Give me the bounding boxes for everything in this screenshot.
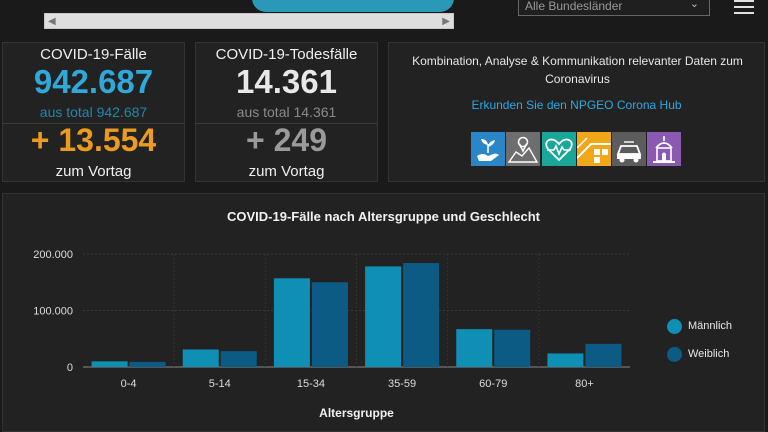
bar-female-35-59: [403, 263, 440, 367]
scroll-right-icon[interactable]: ▶: [442, 16, 450, 27]
y-tick-label: 100.000: [33, 306, 73, 318]
legend-label-female: Weiblich: [688, 348, 730, 360]
bar-male-80+: [547, 353, 584, 367]
chevron-down-icon: ⌄: [689, 0, 699, 10]
city-map-icon[interactable]: [576, 132, 611, 166]
bar-female-60-79: [494, 329, 531, 367]
cases-value: 942.687: [33, 63, 154, 100]
deaths-title: COVID-19-Todesfälle: [215, 46, 358, 63]
hub-icon-bar: [471, 132, 683, 166]
bar-female-5-14: [220, 351, 257, 367]
deaths-delta: + 249: [246, 122, 327, 158]
divider: [3, 123, 184, 124]
bar-female-15-34: [311, 282, 348, 367]
chart-legend: Männlich Weiblich: [667, 318, 732, 374]
deaths-delta-label: zum Vortag: [248, 163, 325, 180]
deaths-panel: COVID-19-Todesfälle 14.361 aus total 14.…: [195, 42, 378, 182]
map-pin-icon[interactable]: [506, 132, 541, 166]
top-bar: ◀ ▶ Alle Bundesländer ⌄: [0, 0, 768, 36]
hub-panel: Kombination, Analyse & Kommunikation rel…: [388, 42, 765, 182]
x-tick-label: 80+: [575, 378, 594, 390]
x-tick-label: 35-59: [388, 378, 416, 390]
x-axis-label: Altersgruppe: [319, 406, 394, 420]
state-select-value: Alle Bundesländer: [525, 0, 623, 13]
cases-total: aus total 942.687: [39, 104, 148, 120]
y-tick-label: 200.000: [33, 249, 73, 261]
scroll-left-icon[interactable]: ◀: [48, 16, 56, 27]
legend-item-male[interactable]: Männlich: [667, 318, 732, 334]
bar-male-0-4: [91, 361, 128, 367]
legend-swatch-male: [667, 318, 682, 334]
bar-male-5-14: [182, 349, 219, 367]
cases-delta: + 13.554: [30, 122, 157, 158]
church-icon[interactable]: [647, 132, 682, 166]
age-gender-chart-panel: COVID-19-Fälle nach Altersgruppe und Ges…: [2, 193, 765, 432]
hub-description: Kombination, Analyse & Kommunikation rel…: [412, 54, 743, 86]
bar-male-35-59: [365, 266, 402, 367]
bar-female-0-4: [129, 361, 166, 367]
horizontal-scrollbar[interactable]: ◀ ▶: [44, 13, 454, 29]
x-tick-label: 60-79: [479, 378, 507, 390]
bar-male-60-79: [456, 329, 493, 367]
deaths-total: aus total 14.361: [236, 104, 337, 120]
cases-title: COVID-19-Fälle: [40, 46, 147, 63]
legend-item-female[interactable]: Weiblich: [667, 346, 732, 362]
x-tick-label: 5-14: [209, 378, 231, 390]
divider: [196, 123, 377, 124]
header-button[interactable]: [252, 0, 454, 12]
bar-female-80+: [585, 343, 622, 367]
hamburger-menu-icon[interactable]: [734, 0, 754, 14]
y-tick-label: 0: [67, 362, 73, 374]
cases-panel: COVID-19-Fälle 942.687 aus total 942.687…: [2, 42, 185, 182]
legend-swatch-female: [667, 346, 682, 362]
heart-pulse-icon[interactable]: [541, 132, 576, 166]
x-tick-label: 0-4: [121, 378, 137, 390]
legend-label-male: Männlich: [688, 320, 733, 332]
state-select[interactable]: Alle Bundesländer ⌄: [518, 0, 710, 16]
hub-link[interactable]: Erkunden Sie den NPGEO Corona Hub: [471, 98, 682, 112]
hands-plant-icon[interactable]: [471, 132, 505, 166]
bar-chart: 0 100.000 200.000 0-4 5-14 15-34 35-59 60-79 80+…: [33, 249, 630, 420]
chart-title: COVID-19-Fälle nach Altersgruppe und Ges…: [226, 209, 541, 224]
deaths-value: 14.361: [236, 63, 337, 100]
car-icon[interactable]: [612, 132, 647, 166]
cases-delta-label: zum Vortag: [55, 163, 132, 180]
bar-male-15-34: [273, 278, 310, 367]
x-tick-label: 15-34: [297, 378, 325, 390]
